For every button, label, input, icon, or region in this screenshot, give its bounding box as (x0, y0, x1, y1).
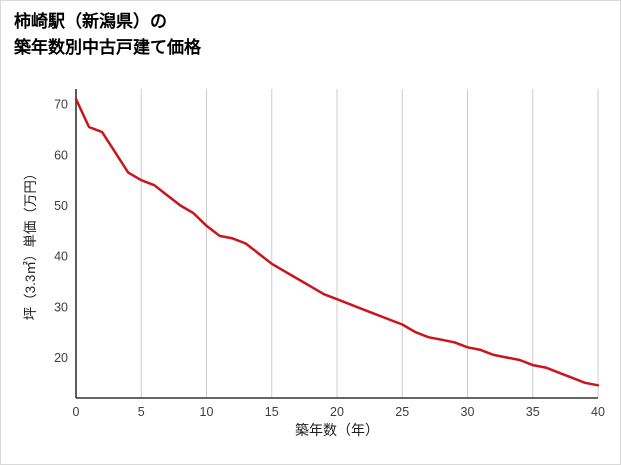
x-tick-label: 5 (138, 405, 145, 419)
y-axis-title: 坪（3.3㎡）単価（万円） (23, 167, 38, 321)
x-tick-label: 20 (330, 405, 344, 419)
x-tick-label: 15 (265, 405, 279, 419)
x-tick-label: 40 (591, 405, 605, 419)
x-tick-label: 30 (461, 405, 475, 419)
x-tick-label: 35 (526, 405, 540, 419)
y-tick-label: 60 (54, 148, 68, 162)
price-line (74, 97, 600, 387)
chart-title-line1: 柿崎駅（新潟県）の (14, 12, 167, 31)
x-axis-title: 築年数（年） (295, 422, 379, 438)
y-tick-label: 20 (54, 351, 68, 365)
x-tick-label: 10 (200, 405, 214, 419)
y-tick-label: 40 (54, 250, 68, 264)
chart-title-line2: 築年数別中古戸建て価格 (14, 38, 201, 58)
x-tick-label: 25 (395, 405, 409, 419)
y-tick-label: 70 (54, 98, 68, 112)
chart-title: 柿崎駅（新潟県）の 築年数別中古戸建て価格 (14, 9, 201, 62)
y-tick-label: 30 (54, 300, 68, 314)
y-tick-label: 50 (54, 199, 68, 213)
x-tick-label: 0 (73, 405, 80, 419)
